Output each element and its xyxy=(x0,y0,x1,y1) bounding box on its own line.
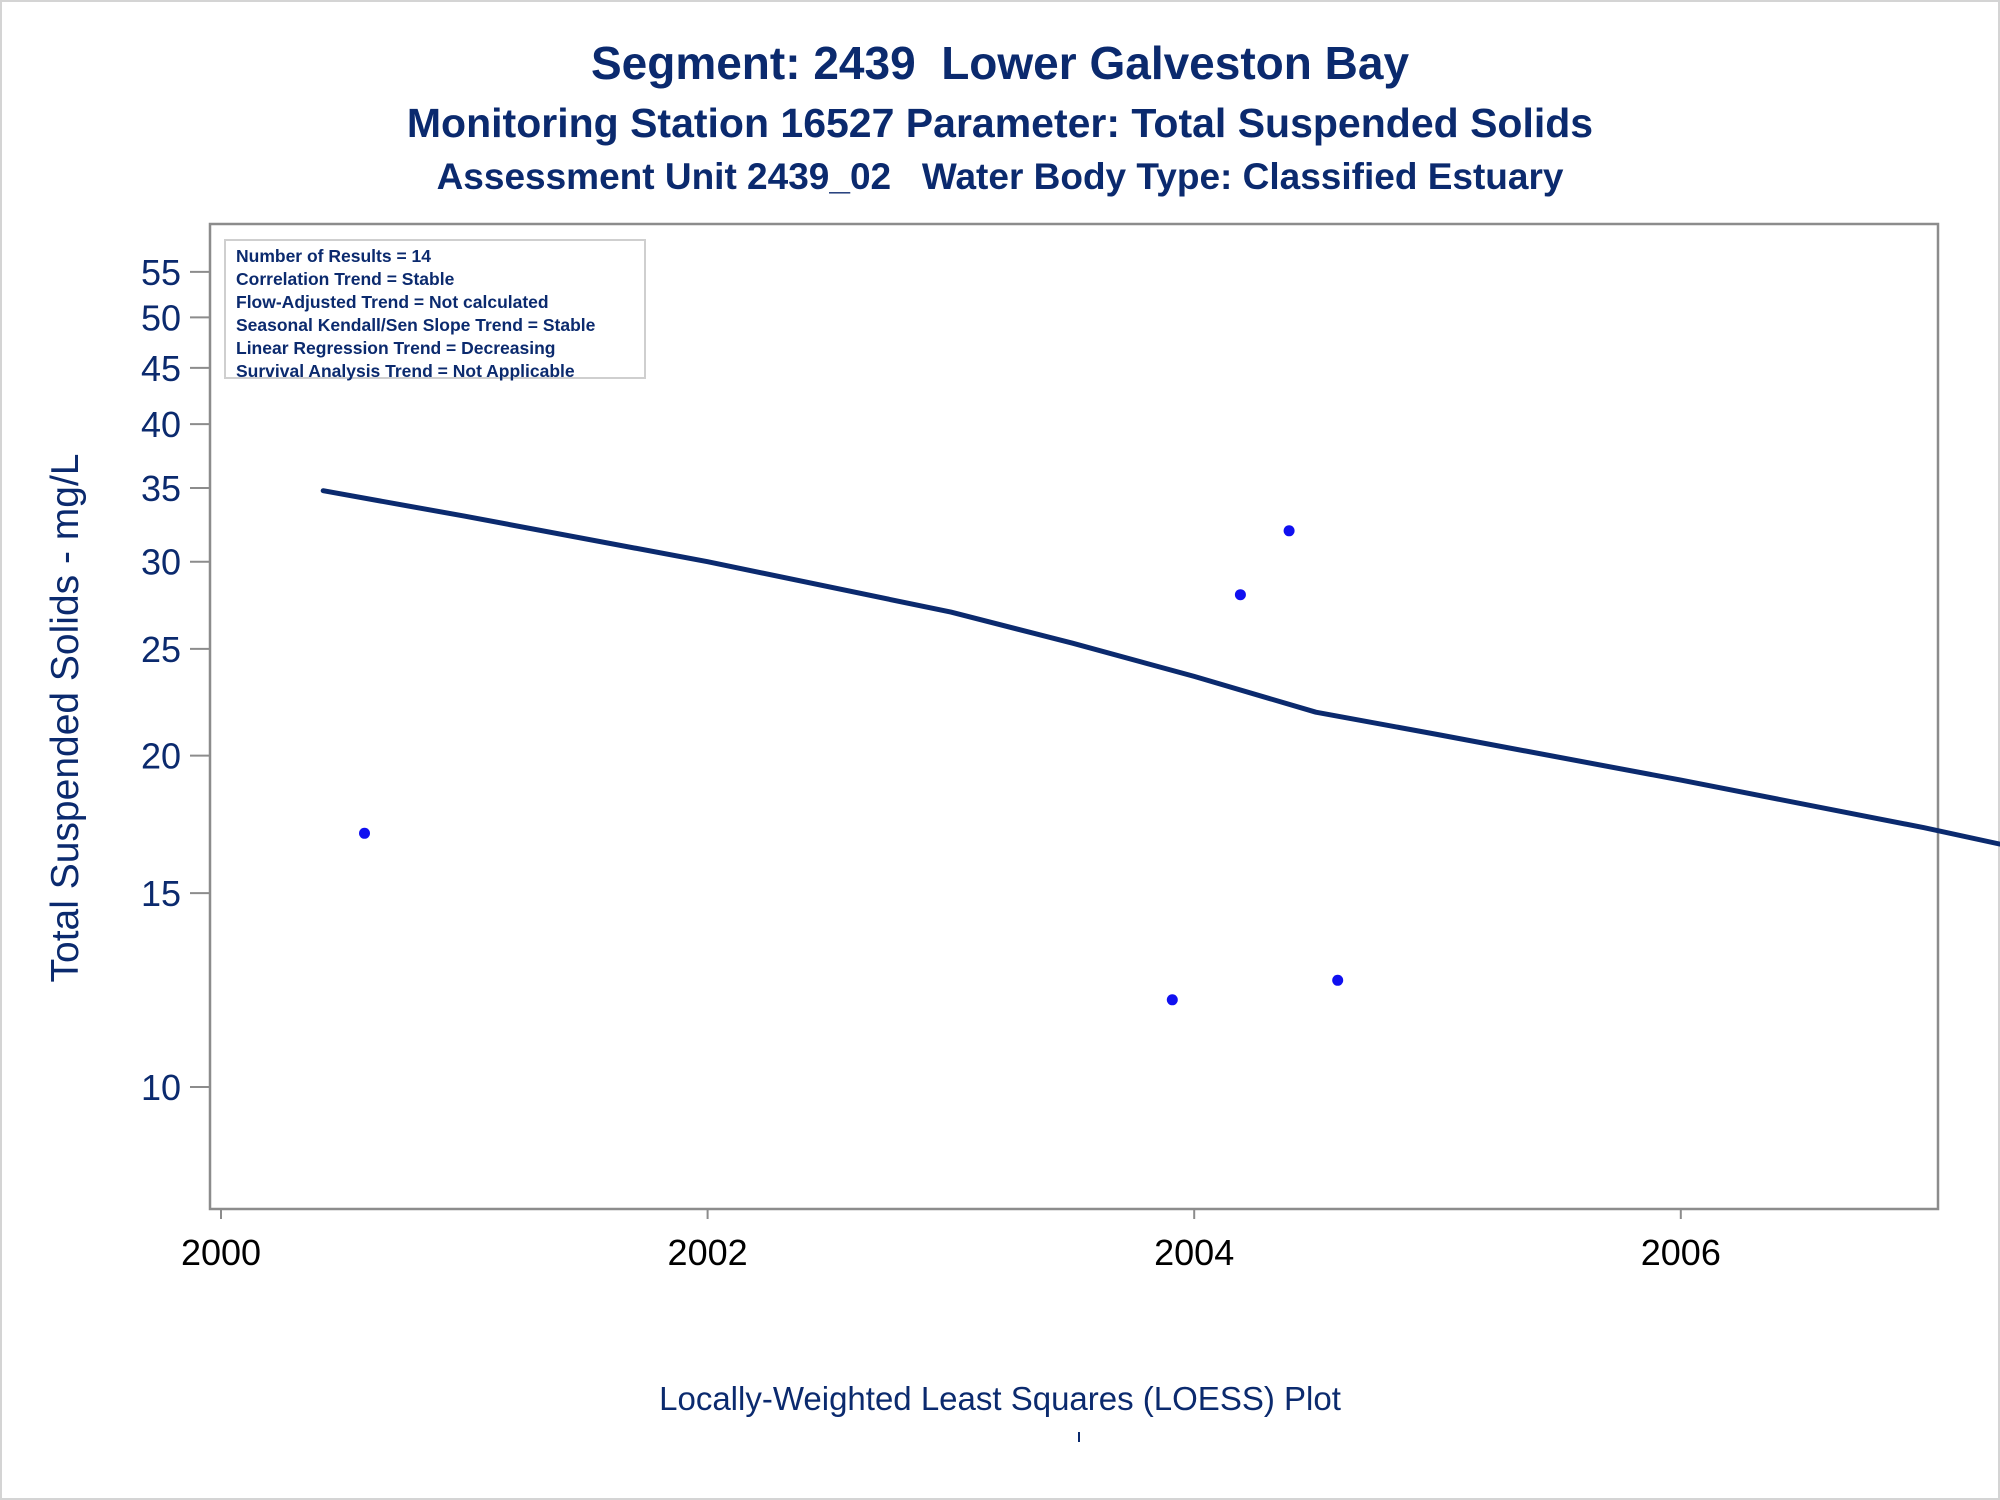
footnote-tick-mark xyxy=(1078,1432,1080,1442)
x-tick-label: 2000 xyxy=(181,1232,261,1273)
y-tick-label: 10 xyxy=(141,1067,181,1108)
plot-footnote: Locally-Weighted Least Squares (LOESS) P… xyxy=(659,1380,1341,1417)
data-point xyxy=(359,827,370,839)
trend-statistics-box: Number of Results = 14 Correlation Trend… xyxy=(224,239,646,381)
data-point xyxy=(1332,974,1344,986)
y-tick-label: 55 xyxy=(141,252,181,293)
plot-area-border xyxy=(208,222,1940,1211)
axes: 2000200220042006200820102012201410152025… xyxy=(141,222,1940,1273)
stat-correlation-trend: Correlation Trend = Stable xyxy=(236,269,455,289)
stat-survival-analysis-trend: Survival Analysis Trend = Not Applicable xyxy=(236,361,575,381)
stat-seasonal-kendall-trend: Seasonal Kendall/Sen Slope Trend = Stabl… xyxy=(236,315,596,335)
data-points-layer xyxy=(317,266,1344,1006)
x-tick-label: 2006 xyxy=(1641,1232,1721,1273)
data-point xyxy=(1166,994,1178,1006)
loess-curve-layer xyxy=(320,488,2000,847)
stat-linear-regression-trend: Linear Regression Trend = Decreasing xyxy=(236,338,556,358)
y-tick-label: 40 xyxy=(141,404,181,445)
chart-subtitle-assessment: Assessment Unit 2439_02 Water Body Type:… xyxy=(436,156,1564,197)
y-tick-label: 35 xyxy=(141,468,181,509)
y-tick-label: 30 xyxy=(141,542,181,583)
y-tick-label: 15 xyxy=(141,873,181,914)
x-tick-label: 2002 xyxy=(668,1232,748,1273)
chart-subtitle-station: Monitoring Station 16527 Parameter: Tota… xyxy=(406,100,1594,146)
chart-title: Segment: 2439 Lower Galveston Bay xyxy=(590,37,1410,89)
y-tick-label: 25 xyxy=(141,629,181,670)
x-tick-label: 2004 xyxy=(1154,1232,1234,1273)
y-tick-label: 20 xyxy=(141,736,181,777)
stat-flow-adjusted-trend: Flow-Adjusted Trend = Not calculated xyxy=(236,292,549,312)
y-axis-label: Total Suspended Solids - mg/L xyxy=(44,454,87,983)
data-point xyxy=(1283,525,1295,537)
y-tick-label: 45 xyxy=(141,348,181,389)
stat-number-of-results: Number of Results = 14 xyxy=(236,246,431,266)
y-tick-label: 50 xyxy=(141,297,181,338)
data-point xyxy=(1234,589,1246,601)
loess-curve xyxy=(320,488,2000,847)
